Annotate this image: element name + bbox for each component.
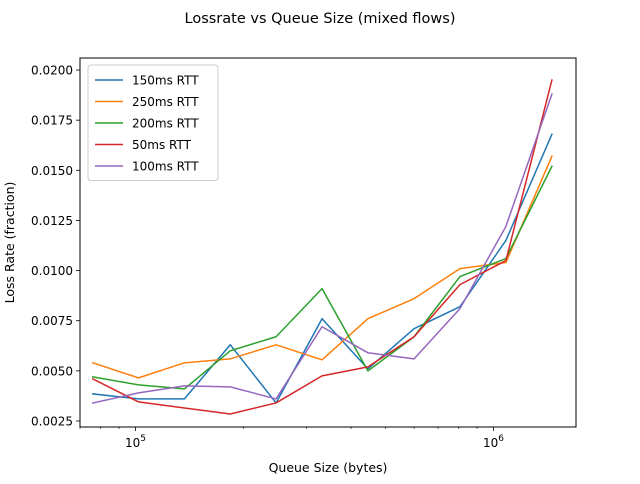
chart-title: Lossrate vs Queue Size (mixed flows) [185, 11, 456, 27]
legend-label: 200ms RTT [132, 117, 199, 131]
y-tick-label: 0.0175 [31, 114, 73, 128]
y-tick-label: 0.0100 [31, 264, 73, 278]
legend-label: 50ms RTT [132, 138, 192, 152]
x-tick-label: 105 [125, 434, 146, 450]
x-tick-label: 106 [483, 434, 504, 450]
series-line-150ms-rtt [91, 133, 553, 404]
y-tick-label: 0.0125 [31, 214, 73, 228]
series-line-250ms-rtt [91, 155, 553, 379]
x-axis: 105 106 [79, 427, 504, 450]
y-tick-label: 0.0200 [31, 64, 73, 78]
y-tick-label: 0.0075 [31, 314, 73, 328]
legend: 150ms RTT 250ms RTT 200ms RTT 50ms RTT 100ms… [87, 64, 219, 181]
y-tick-label: 0.0025 [31, 414, 73, 428]
legend-label: 150ms RTT [132, 74, 199, 88]
legend-label: 250ms RTT [132, 95, 199, 109]
series-layer [91, 79, 553, 415]
y-tick-label: 0.0150 [31, 164, 73, 178]
x-axis-label: Queue Size (bytes) [269, 460, 388, 475]
series-line-100ms-rtt [91, 93, 553, 404]
y-axis-label: Loss Rate (fraction) [2, 182, 17, 304]
legend-frame [87, 64, 219, 181]
y-tick-label: 0.0050 [31, 364, 73, 378]
series-line-50ms-rtt [91, 79, 553, 415]
y-axis: 0.0025 0.0050 0.0075 0.0100 0.0125 0.0150 0.01… [31, 64, 80, 428]
legend-label: 100ms RTT [132, 160, 199, 174]
